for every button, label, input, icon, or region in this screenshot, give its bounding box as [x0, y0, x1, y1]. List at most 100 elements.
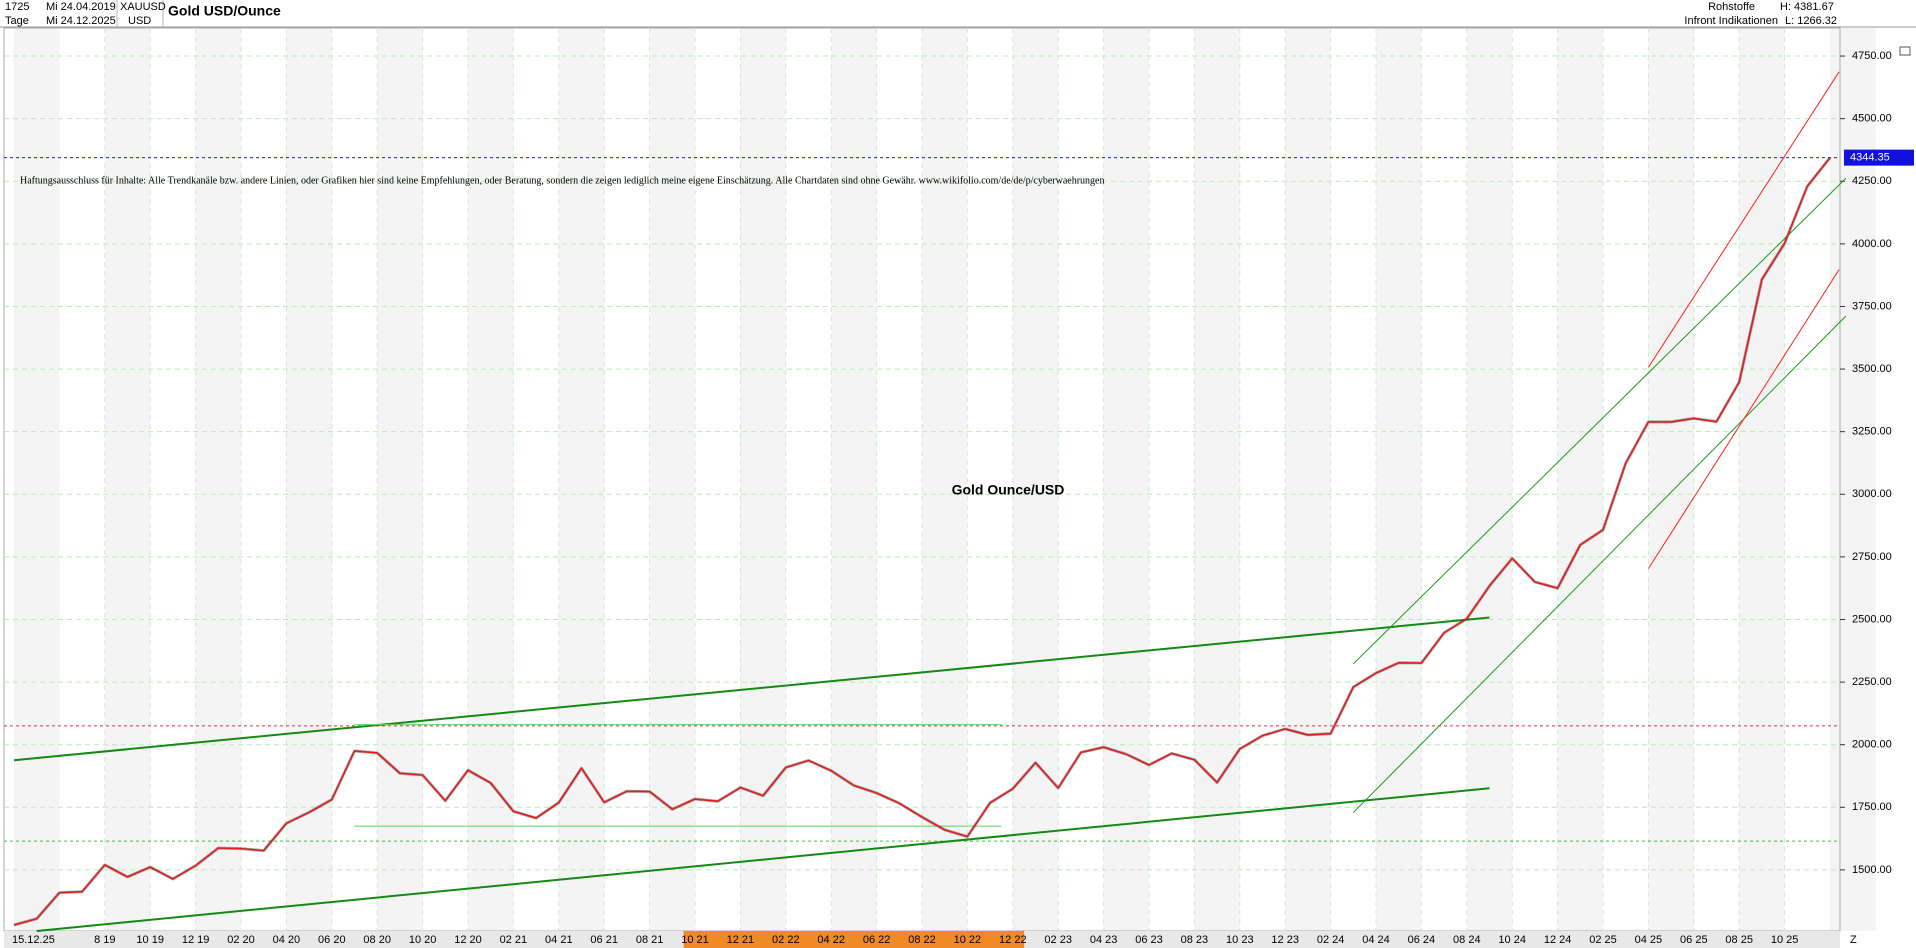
x-tick-label: 02 25 [1589, 934, 1617, 946]
y-tick-label: 2000.00 [1852, 739, 1892, 751]
x-tick-label: 06 24 [1408, 934, 1436, 946]
x-tick-label: 12 23 [1271, 934, 1299, 946]
x-tick-label: 04 24 [1362, 934, 1390, 946]
shade [558, 28, 605, 931]
x-tick-label: 10 25 [1771, 934, 1799, 946]
period: Tage [5, 15, 29, 27]
x-tick-label: 04 20 [273, 934, 301, 946]
x-tick-label: 04 25 [1635, 934, 1663, 946]
x-tick-label: 02 24 [1317, 934, 1345, 946]
x-tick-label: 08 22 [908, 934, 936, 946]
x-tick-label: 10 19 [136, 934, 164, 946]
y-tick-label: 4500.00 [1852, 113, 1892, 125]
x-tick-label: 04 23 [1090, 934, 1118, 946]
y-tick-label: 4750.00 [1852, 50, 1892, 62]
price-line [13, 157, 1831, 926]
x-tick-label: 08 23 [1181, 934, 1209, 946]
shade [1376, 28, 1422, 931]
x-tick-label: 10 22 [954, 934, 982, 946]
x-tick-label: 02 21 [500, 934, 528, 946]
trend-line [1352, 315, 1847, 813]
y-tick-label: 3000.00 [1852, 488, 1892, 500]
shade [740, 28, 786, 931]
corner-text: Z [1850, 934, 1857, 946]
x-tick-label: 02 22 [772, 934, 800, 946]
shade [831, 28, 877, 931]
y-tick-label: 2250.00 [1852, 676, 1892, 688]
x-tick-label: 12 20 [454, 934, 482, 946]
x-tick-label: 06 21 [590, 934, 618, 946]
x-tick-label: 02 20 [227, 934, 255, 946]
trend-line [1647, 71, 1840, 368]
x-tick-label: 04 22 [817, 934, 845, 946]
trend-line [36, 787, 1490, 932]
high: H: 4381.67 [1780, 1, 1834, 13]
shade [1012, 28, 1059, 931]
shade [1739, 28, 1785, 931]
shade [14, 28, 60, 931]
shade [468, 28, 514, 931]
start-date: Mi 24.04.2019 [46, 1, 116, 13]
shade [1830, 28, 1876, 931]
last-price-label: 4344.35 [1850, 152, 1890, 164]
category: Rohstoffe [1708, 1, 1755, 13]
shade [1285, 28, 1331, 931]
x-tick-label: 12 22 [999, 934, 1027, 946]
symbol: XAUUSD [120, 1, 166, 13]
x-tick-label: 08 24 [1453, 934, 1481, 946]
shade [104, 28, 151, 931]
x-tick-label: 08 25 [1725, 934, 1753, 946]
shade [649, 28, 695, 931]
y-tick-label: 2750.00 [1852, 551, 1892, 563]
currency: USD [128, 15, 151, 27]
annotation: Gold Ounce/USD [952, 482, 1065, 498]
shade [1103, 28, 1149, 931]
shade [286, 28, 332, 931]
x-tick-label: 06 20 [318, 934, 346, 946]
trend-line [13, 616, 1490, 762]
axis-highlight [683, 931, 1025, 948]
disclaimer: Haftungsausschluss für Inhalte: Alle Tre… [20, 175, 1105, 186]
y-tick-label: 1500.00 [1852, 864, 1892, 876]
x-tick-label: 02 23 [1044, 934, 1072, 946]
trend-line [1352, 177, 1847, 665]
start-text: 15.12.25 [12, 934, 55, 946]
last-price-box [1844, 149, 1914, 166]
y-tick-label: 2500.00 [1852, 613, 1892, 625]
x-tick-label: 04 21 [545, 934, 573, 946]
count: 1725 [5, 1, 29, 13]
shade [195, 28, 241, 931]
y-tick-label: 3250.00 [1852, 426, 1892, 438]
x-tick-label: 08 21 [636, 934, 664, 946]
x-tick-label: 08 20 [363, 934, 391, 946]
y-tick-label: 4250.00 [1852, 175, 1892, 187]
end-date: Mi 24.12.2025 [46, 15, 116, 27]
x-tick-label: 06 25 [1680, 934, 1708, 946]
y-tick-label: 1750.00 [1852, 801, 1892, 813]
source: Infront Indikationen [1684, 15, 1778, 27]
scroll-icon[interactable] [1899, 46, 1911, 56]
shade [1194, 28, 1240, 931]
x-tick-label: 12 21 [727, 934, 755, 946]
x-tick-label: 06 23 [1135, 934, 1163, 946]
x-tick-label: 10 21 [681, 934, 709, 946]
x-tick-label: 10 24 [1498, 934, 1526, 946]
x-tick-label: 10 20 [409, 934, 437, 946]
low: L: 1266.32 [1785, 15, 1837, 27]
x-tick-label: 12 24 [1544, 934, 1572, 946]
y-tick-label: 3750.00 [1852, 300, 1892, 312]
trend-line [1647, 269, 1840, 569]
shade [377, 28, 423, 931]
x-tick-label: 06 22 [863, 934, 891, 946]
shade [1648, 28, 1694, 931]
x-tick-label: 12 19 [182, 934, 210, 946]
x-tick-label: 10 23 [1226, 934, 1254, 946]
x-tick-label: 8 19 [94, 934, 115, 946]
shade [1466, 28, 1513, 931]
y-tick-label: 3500.00 [1852, 363, 1892, 375]
y-tick-label: 4000.00 [1852, 238, 1892, 250]
shade [1557, 28, 1603, 931]
title: Gold USD/Ounce [168, 3, 281, 19]
shade [922, 28, 968, 931]
